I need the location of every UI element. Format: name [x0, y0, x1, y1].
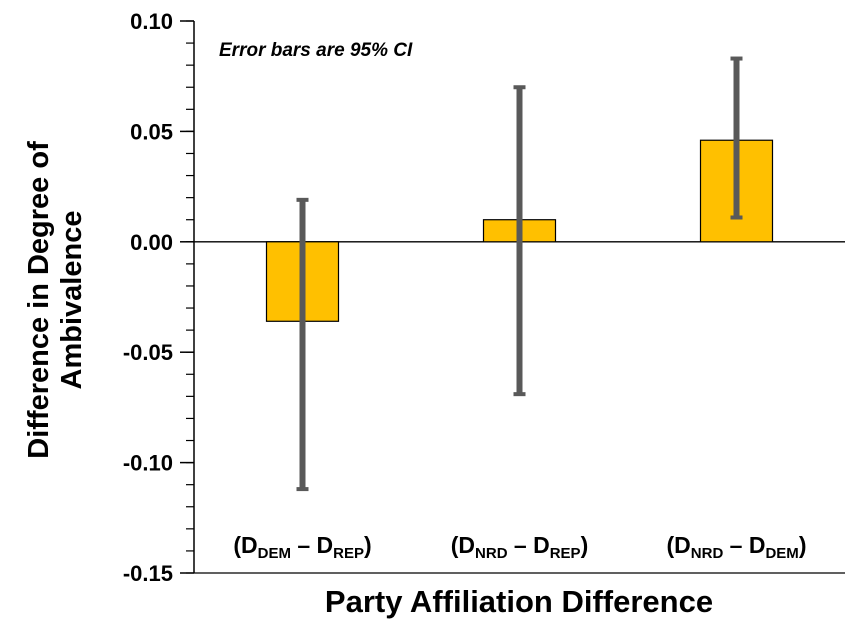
category-label: (DDEM – DREP)	[233, 532, 371, 562]
y-axis-label-line-2: Ambivalence	[56, 211, 88, 390]
y-tick-label: 0.00	[130, 230, 173, 255]
y-tick-label: -0.15	[123, 561, 173, 586]
category-label: (DNRD – DREP)	[451, 532, 588, 562]
category-label: (DNRD – DDEM)	[667, 532, 807, 562]
y-tick-label: -0.10	[123, 451, 173, 476]
y-axis-label-line-1: Difference in Degree of	[23, 141, 55, 459]
y-axis-label: Difference in Degree of Ambivalence	[23, 141, 88, 459]
y-tick-label: -0.05	[123, 340, 173, 365]
error-bar-annotation: Error bars are 95% CI	[219, 40, 413, 61]
y-tick-label: 0.05	[130, 119, 173, 144]
y-tick-label: 0.10	[130, 9, 173, 34]
x-axis-label: Party Affiliation Difference	[325, 584, 713, 619]
